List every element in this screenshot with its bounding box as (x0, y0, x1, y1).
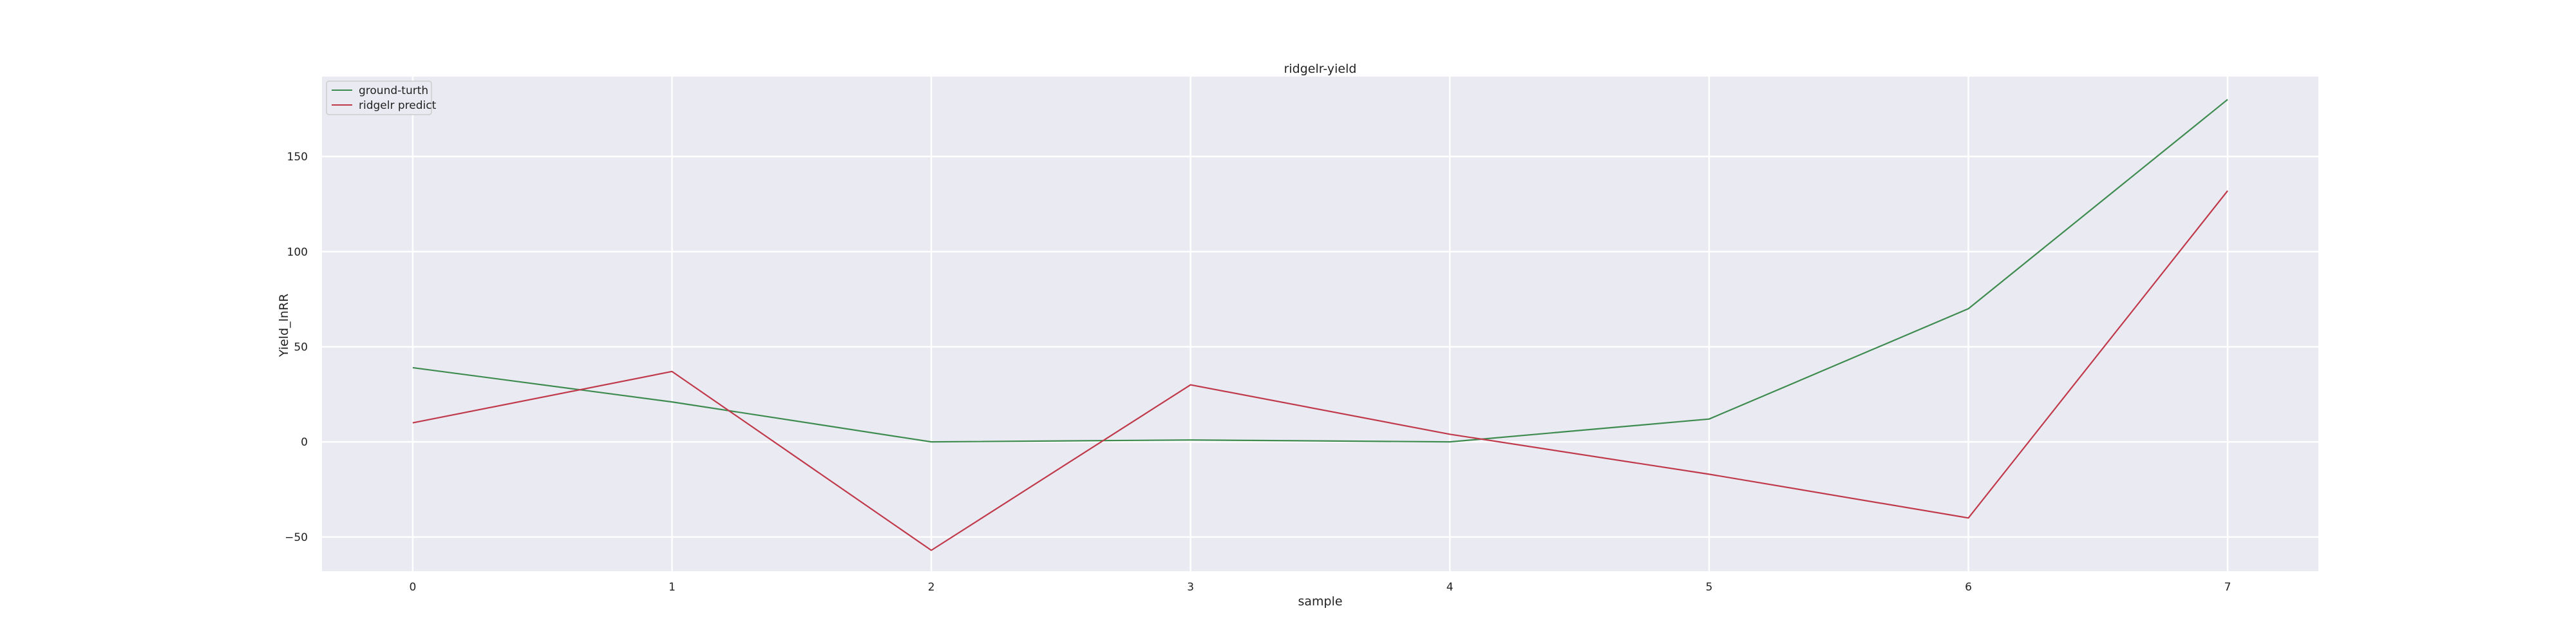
y-axis-label: Yield_lnRR (277, 294, 291, 357)
x-tick-label: 0 (409, 581, 416, 594)
series-layer (412, 99, 2228, 551)
plot-area (322, 77, 2318, 571)
x-tick-label: 5 (1705, 581, 1712, 594)
legend-box (326, 80, 432, 115)
x-tick-label: 7 (2224, 581, 2231, 594)
legend-label-ground-turth: ground-turth (359, 84, 428, 97)
y-gridlines (322, 155, 2318, 538)
y-tick-label: 50 (294, 341, 308, 354)
y-tick-label: 100 (287, 246, 308, 259)
legend-label-ridgelr-predict: ridgelr predict (359, 99, 437, 112)
y-tick-label: 0 (301, 436, 308, 449)
y-tick-labels: −50 0 50 100 150 (285, 151, 308, 544)
series-line-ground-turth (412, 99, 2228, 443)
x-tick-label: 3 (1187, 581, 1194, 594)
x-tick-label: 1 (668, 581, 676, 594)
x-axis-label: sample (1298, 594, 1342, 609)
x-tick-label: 4 (1446, 581, 1454, 594)
legend: ground-turth ridgelr predict (326, 80, 437, 115)
x-tick-labels: 0 1 2 3 4 5 6 7 (409, 581, 2231, 594)
y-tick-label: −50 (285, 531, 308, 544)
chart-title: ridgelr-yield (1284, 62, 1357, 76)
x-tick-label: 6 (1965, 581, 1972, 594)
x-gridlines (412, 77, 2229, 571)
series-line-ridgelr-predict (412, 190, 2228, 551)
y-tick-label: 150 (287, 151, 308, 164)
x-tick-label: 2 (928, 581, 935, 594)
